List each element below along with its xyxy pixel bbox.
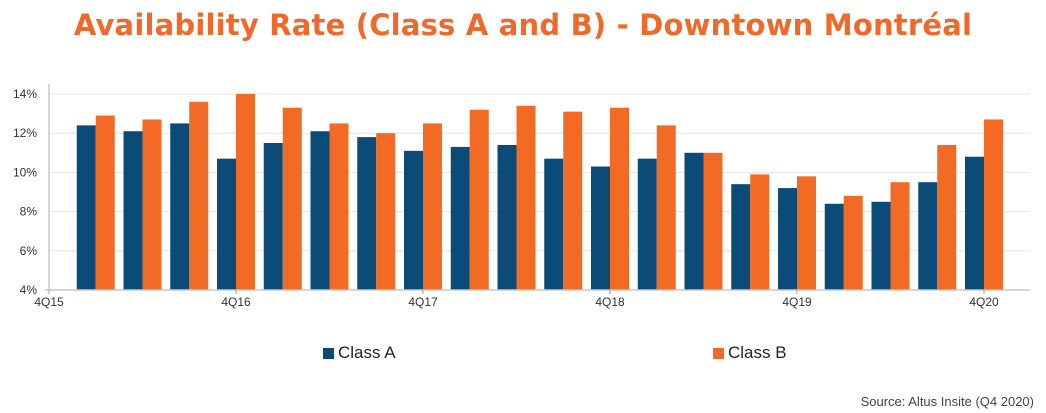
bar-class-a — [591, 166, 610, 290]
class-b-swatch-icon — [713, 347, 724, 359]
bar-class-a — [310, 131, 330, 290]
bars — [76, 94, 1003, 291]
y-tick-label: 12% — [13, 126, 37, 140]
legend-item-class-a: Class A — [323, 343, 396, 363]
bar-class-b — [843, 195, 863, 290]
bar-class-a — [450, 146, 470, 290]
bar-class-a — [404, 150, 423, 290]
bar-class-a — [123, 131, 143, 290]
bar-class-b — [376, 133, 396, 290]
bar-class-a — [778, 188, 797, 290]
bar-class-a — [263, 143, 283, 290]
y-tick-label: 8% — [20, 205, 38, 219]
bar-class-a — [731, 184, 751, 290]
bar-class-b — [469, 109, 489, 291]
bar-class-a — [357, 137, 377, 290]
bar-class-b — [984, 119, 1003, 290]
class-a-swatch-icon — [323, 347, 334, 359]
x-tick-label: 4Q19 — [782, 295, 812, 309]
bar-class-a — [497, 144, 517, 290]
x-tick-label: 4Q16 — [221, 295, 251, 309]
bar-class-b — [516, 105, 536, 290]
x-axis-ticks: 4Q15 4Q16 4Q17 4Q18 4Q19 4Q20 — [34, 290, 999, 309]
bar-class-b — [423, 123, 442, 291]
legend-label-class-a: Class A — [338, 343, 396, 362]
bar-class-a — [637, 158, 657, 290]
source-note: Source: Altus Insite (Q4 2020) — [860, 394, 1034, 409]
bar-class-a — [170, 123, 190, 291]
y-tick-label: 10% — [13, 165, 37, 179]
bar-class-a — [918, 182, 938, 290]
bar-class-b — [937, 144, 957, 290]
bar-class-b — [656, 125, 676, 290]
bar-class-b — [189, 101, 209, 290]
bar-class-a — [544, 158, 564, 290]
y-tick-label: 6% — [20, 244, 38, 258]
bar-class-b — [282, 107, 302, 290]
x-tick-label: 4Q17 — [408, 295, 438, 309]
bar-class-a — [871, 201, 891, 290]
axes — [45, 84, 1030, 291]
x-tick-label: 4Q15 — [34, 295, 64, 309]
bar-class-b — [95, 115, 115, 290]
x-tick-label: 4Q18 — [595, 295, 625, 309]
chart-title: Availability Rate (Class A and B) - Down… — [73, 8, 973, 42]
y-tick-label: 14% — [13, 87, 37, 101]
bar-class-b — [236, 94, 255, 290]
gridlines — [49, 93, 1030, 252]
bar-class-b — [703, 152, 723, 290]
legend-item-class-b: Class B — [713, 343, 787, 363]
bar-class-a — [76, 125, 96, 290]
bar-class-b — [142, 119, 162, 290]
bar-class-a — [824, 203, 844, 290]
bar-class-a — [217, 158, 236, 290]
bar-class-a — [965, 156, 984, 290]
bar-class-b — [750, 174, 770, 290]
bar-class-b — [610, 107, 629, 290]
legend-label-class-b: Class B — [728, 343, 787, 362]
y-axis-ticks: 4% 6% 8% 10% 12% 14% — [13, 87, 37, 297]
y-tick-label: 4% — [20, 283, 38, 297]
bar-class-b — [563, 111, 583, 290]
bar-class-b — [329, 123, 349, 291]
bar-class-a — [684, 152, 704, 290]
bar-class-b — [890, 182, 910, 290]
bar-class-b — [797, 176, 816, 290]
x-tick-label: 4Q20 — [969, 295, 999, 309]
